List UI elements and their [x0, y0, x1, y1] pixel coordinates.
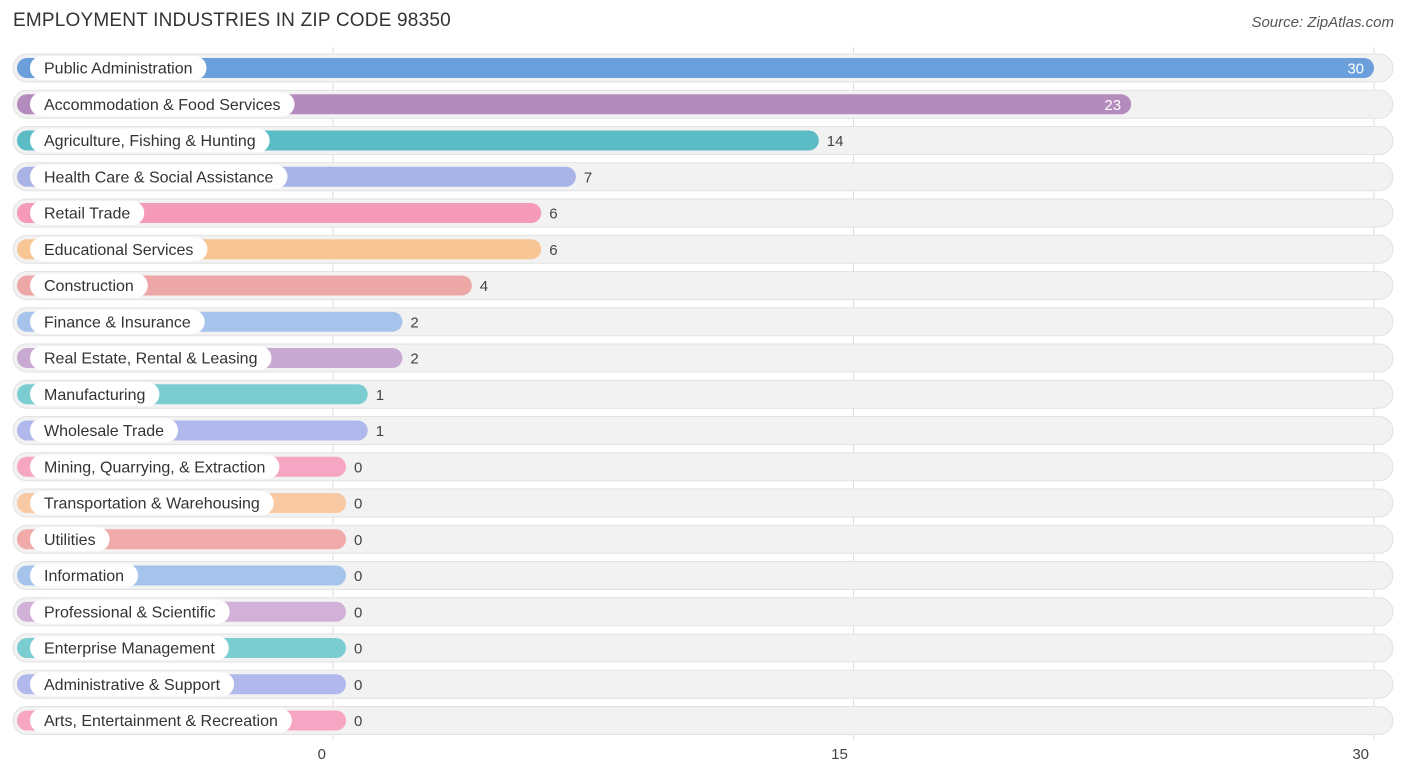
bar-row: Public Administration 30: [12, 53, 1394, 83]
value-label: 0: [354, 604, 362, 621]
value-label: 6: [549, 206, 557, 223]
category-label-pill: [30, 237, 208, 262]
bar-track: [12, 488, 1394, 518]
category-label-pill: [30, 164, 288, 189]
chart-source: Source: ZipAtlas.com: [1251, 14, 1394, 31]
bar-row: Accommodation & Food Services 23: [12, 89, 1394, 119]
category-label: Real Estate, Rental & Leasing: [44, 351, 257, 368]
bar-track: [12, 597, 1394, 627]
category-label-pill: [30, 201, 145, 225]
bar-row: Arts, Entertainment & Recreation 0: [12, 706, 1394, 735]
value-label: 6: [549, 242, 557, 259]
category-label-pill: [30, 346, 272, 370]
x-tick-label: 30: [1352, 746, 1369, 763]
value-label: 0: [354, 496, 362, 513]
category-label: Manufacturing: [44, 387, 145, 404]
value-label: 1: [376, 423, 384, 440]
value-label: 2: [410, 351, 418, 368]
category-label-pill: [30, 708, 292, 733]
value-label: 14: [827, 133, 844, 150]
bar: [17, 58, 1374, 78]
bar-row: Manufacturing 1: [12, 379, 1394, 409]
value-label: 7: [584, 169, 592, 186]
bar-track: [12, 633, 1394, 663]
value-label: 1: [376, 387, 384, 404]
bar-row: Finance & Insurance 2: [12, 307, 1394, 337]
bar-row: Construction 4: [12, 271, 1394, 300]
category-label: Retail Trade: [44, 206, 130, 223]
x-tick-label: 15: [831, 746, 848, 763]
value-label: 0: [354, 641, 362, 658]
bar-row: Wholesale Trade 1: [12, 416, 1394, 445]
bar-track: [12, 452, 1394, 482]
bar-row: Professional & Scientific 0: [12, 597, 1394, 627]
bar-row: Agriculture, Fishing & Hunting 14: [12, 126, 1394, 155]
x-axis: 0 15 30: [318, 746, 1369, 763]
category-label: Finance & Insurance: [44, 314, 191, 331]
category-label-pill: [30, 273, 148, 298]
category-label: Enterprise Management: [44, 641, 215, 658]
category-label-pill: [30, 636, 229, 660]
category-label: Professional & Scientific: [44, 604, 216, 621]
bar-track: [12, 669, 1394, 699]
category-label-pill: [30, 309, 205, 334]
category-label: Mining, Quarrying, & Extraction: [44, 459, 265, 476]
bar-track: [12, 524, 1394, 554]
category-label: Utilities: [44, 532, 96, 549]
category-label-pill: [30, 527, 110, 552]
x-tick-label: 0: [318, 746, 326, 763]
bar: [17, 203, 542, 223]
chart-title: EMPLOYMENT INDUSTRIES IN ZIP CODE 98350: [13, 10, 451, 31]
category-label: Construction: [44, 278, 134, 295]
value-label: 4: [480, 278, 488, 295]
value-label: 2: [410, 314, 418, 331]
category-label: Public Administration: [44, 61, 193, 78]
category-label-pill: [30, 128, 270, 153]
category-label-pill: [30, 418, 179, 443]
category-label-pill: [30, 382, 160, 407]
category-label-pill: [30, 491, 274, 515]
bar-row: Enterprise Management 0: [12, 633, 1394, 663]
value-label: 0: [354, 568, 362, 585]
value-label: 23: [1104, 97, 1121, 114]
category-label: Arts, Entertainment & Recreation: [44, 713, 278, 730]
bar-row: Mining, Quarrying, & Extraction 0: [12, 452, 1394, 482]
category-label: Administrative & Support: [44, 677, 221, 694]
value-label: 30: [1347, 61, 1364, 78]
bar-row: Health Care & Social Assistance 7: [12, 162, 1394, 192]
value-label: 0: [354, 459, 362, 476]
bar-row: Utilities 0: [12, 524, 1394, 554]
category-label-pill: [30, 599, 230, 624]
bar-row: Administrative & Support 0: [12, 669, 1394, 699]
bar-row: Educational Services 6: [12, 234, 1394, 264]
category-label-pill: [30, 454, 280, 479]
bar-row: Retail Trade 6: [12, 198, 1394, 228]
category-label-pill: [30, 563, 139, 588]
category-label-pill: [30, 56, 207, 80]
category-label-pill: [30, 92, 295, 117]
bar-row: Transportation & Warehousing 0: [12, 488, 1394, 518]
category-label: Health Care & Social Assistance: [44, 169, 274, 186]
bar-row: Information 0: [12, 561, 1394, 590]
bar-row: Real Estate, Rental & Leasing 2: [12, 343, 1394, 373]
category-label: Transportation & Warehousing: [44, 496, 260, 513]
bar-track: [12, 706, 1394, 735]
bar-track: [12, 561, 1394, 590]
bar: [17, 94, 1132, 115]
category-label: Educational Services: [44, 242, 193, 259]
value-label: 0: [354, 677, 362, 694]
category-label-pill: [30, 672, 235, 697]
category-label: Agriculture, Fishing & Hunting: [44, 133, 256, 150]
category-label: Information: [44, 568, 124, 585]
category-label: Accommodation & Food Services: [44, 97, 281, 114]
value-label: 0: [354, 713, 362, 730]
value-label: 0: [354, 532, 362, 549]
category-label: Wholesale Trade: [44, 423, 164, 440]
